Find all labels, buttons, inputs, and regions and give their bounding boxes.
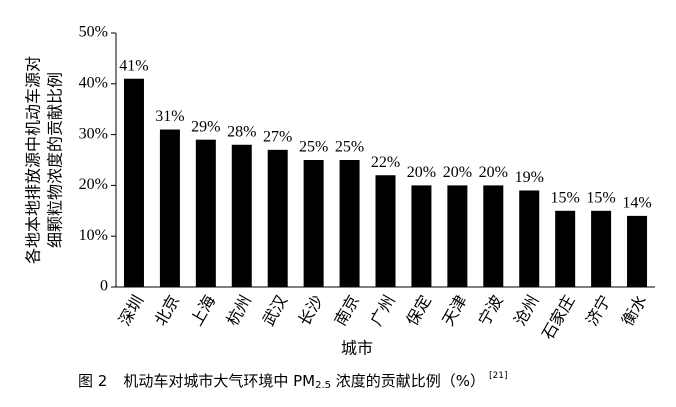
x-axis-title: 城市	[341, 339, 373, 358]
x-tick-label: 南京	[330, 292, 362, 329]
y-axis-title-line: 细颗粒物浓度的贡献比例	[46, 72, 65, 248]
y-tick-label: 20%	[79, 176, 108, 193]
x-tick-label: 宁波	[474, 292, 506, 329]
bar	[411, 185, 432, 287]
value-label: 15%	[551, 189, 580, 206]
bar	[231, 144, 252, 287]
y-tick-label: 10%	[79, 227, 108, 244]
x-tick-label: 衡水	[618, 292, 650, 329]
bar	[159, 129, 180, 287]
y-tick-label: 30%	[79, 125, 108, 142]
bar	[303, 160, 324, 287]
caption-text: 机动车对城市大气环境中 PM	[123, 372, 315, 390]
x-tick-label: 北京	[151, 292, 183, 329]
caption-reference: [21]	[489, 371, 507, 381]
x-tick-label: 深圳	[115, 292, 147, 329]
bar	[627, 215, 648, 287]
x-tick-label: 上海	[187, 292, 219, 329]
x-tick-label: 济宁	[582, 292, 614, 329]
bar	[447, 185, 468, 287]
value-label: 41%	[119, 57, 148, 74]
bar	[555, 210, 576, 287]
value-label: 20%	[407, 164, 436, 181]
value-label: 31%	[155, 108, 184, 125]
bar	[123, 78, 144, 287]
value-label: 19%	[515, 169, 544, 186]
value-label: 27%	[263, 129, 292, 146]
x-tick-label: 天津	[438, 292, 470, 329]
caption: 图 2 机动车对城市大气环境中 PM2.5 浓度的贡献比例（%） [21]	[78, 371, 508, 392]
caption-number: 图 2	[78, 372, 107, 390]
bar	[267, 149, 288, 287]
caption-text: 浓度的贡献比例（%）	[331, 372, 485, 390]
x-tick-label: 杭州	[223, 292, 255, 329]
bar	[519, 190, 540, 287]
bar	[375, 175, 396, 287]
y-tick-label: 50%	[79, 24, 108, 41]
y-axis-title: 各地本地排放源中机动车源对 细颗粒物浓度的贡献比例	[24, 56, 65, 264]
x-tick-label: 沧州	[510, 292, 542, 329]
y-tick-label: 0	[100, 278, 108, 295]
x-tick-label: 石家庄	[538, 292, 578, 343]
bar	[591, 210, 612, 287]
value-label: 22%	[371, 154, 400, 171]
y-tick-label: 40%	[79, 74, 108, 91]
bar	[339, 160, 360, 287]
value-label: 28%	[227, 123, 256, 140]
value-label: 25%	[335, 139, 364, 156]
value-label: 14%	[622, 195, 651, 212]
x-tick-label: 武汉	[259, 292, 291, 329]
y-axis-title-line: 各地本地排放源中机动车源对	[24, 56, 43, 264]
value-label: 20%	[479, 164, 508, 181]
x-tick-label: 广州	[366, 292, 398, 329]
bar	[195, 139, 216, 287]
value-label: 29%	[191, 118, 220, 135]
value-label: 15%	[586, 189, 615, 206]
x-tick-label: 长沙	[295, 292, 327, 329]
x-tick-label: 保定	[402, 292, 434, 329]
value-label: 25%	[299, 139, 328, 156]
value-label: 20%	[443, 164, 472, 181]
bar	[483, 185, 504, 287]
caption-subscript: 2.5	[315, 380, 331, 391]
